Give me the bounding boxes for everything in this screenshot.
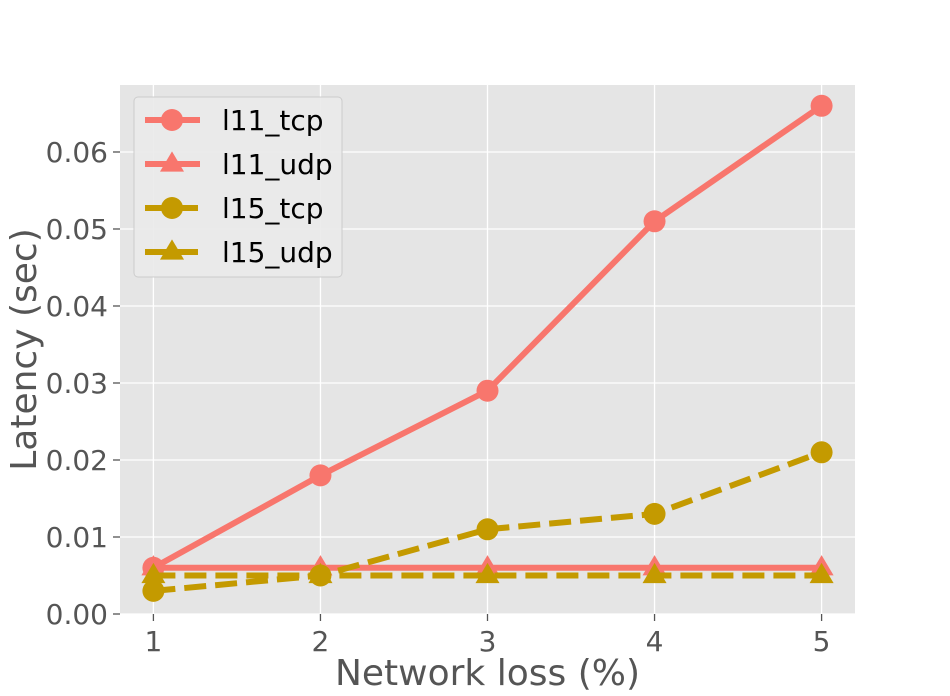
y-tick-label: 0.02	[46, 444, 108, 477]
y-tick-label: 0.00	[46, 598, 108, 631]
legend-label: l11_udp	[222, 148, 333, 181]
x-axis-ticks: 1 2 3 4 5	[144, 614, 831, 658]
x-tick-label: 3	[479, 625, 497, 658]
legend-item-l11_udp: l11_udp	[145, 148, 333, 181]
data-point-l11_tcp	[810, 94, 833, 117]
data-point-l15_udp	[308, 562, 333, 584]
legend-item-l15_tcp: l15_tcp	[145, 192, 324, 225]
data-point-l11_tcp	[309, 464, 332, 487]
legend-swatch-marker	[161, 197, 183, 219]
legend-item-l15_udp: l15_udp	[145, 236, 333, 269]
data-point-l15_tcp	[476, 518, 499, 541]
series-lines	[141, 94, 834, 602]
legend: l11_tcp l11_udp l15_tcp l15_udp	[133, 96, 343, 278]
data-point-l15_udp	[809, 562, 834, 584]
data-point-l15_tcp	[142, 579, 165, 602]
data-point-l15_udp	[642, 562, 667, 584]
x-axis-label: Network loss (%)	[335, 653, 640, 691]
legend-swatch-marker	[161, 109, 183, 131]
legend-item-l11_tcp: l11_tcp	[145, 104, 324, 137]
series-l11_tcp	[142, 94, 833, 579]
legend-label: l15_udp	[222, 236, 333, 269]
y-axis-ticks: 0.00 0.01 0.02 0.03 0.04 0.05 0.06	[46, 136, 120, 631]
data-point-l15_tcp	[643, 502, 666, 525]
y-tick-label: 0.04	[46, 290, 108, 323]
legend-box	[133, 96, 343, 278]
x-tick-label: 2	[312, 625, 330, 658]
legend-label: l11_tcp	[222, 104, 324, 137]
data-point-l11_tcp	[476, 379, 499, 402]
y-tick-label: 0.06	[46, 136, 108, 169]
data-point-l15_udp	[475, 562, 500, 584]
legend-label: l15_tcp	[222, 192, 324, 225]
legend-swatch-marker	[159, 239, 185, 260]
data-point-l15_tcp	[810, 441, 833, 464]
data-point-l15_udp	[141, 562, 166, 584]
series-l15_udp	[141, 562, 834, 584]
y-tick-label: 0.01	[46, 521, 108, 554]
y-axis-label: Latency (sec)	[4, 228, 45, 471]
x-tick-label: 4	[646, 625, 664, 658]
y-tick-label: 0.03	[46, 367, 108, 400]
data-point-l11_tcp	[643, 210, 666, 233]
y-tick-label: 0.05	[46, 213, 108, 246]
legend-swatch-marker	[159, 151, 185, 172]
x-tick-label: 1	[144, 625, 162, 658]
x-tick-label: 5	[813, 625, 831, 658]
